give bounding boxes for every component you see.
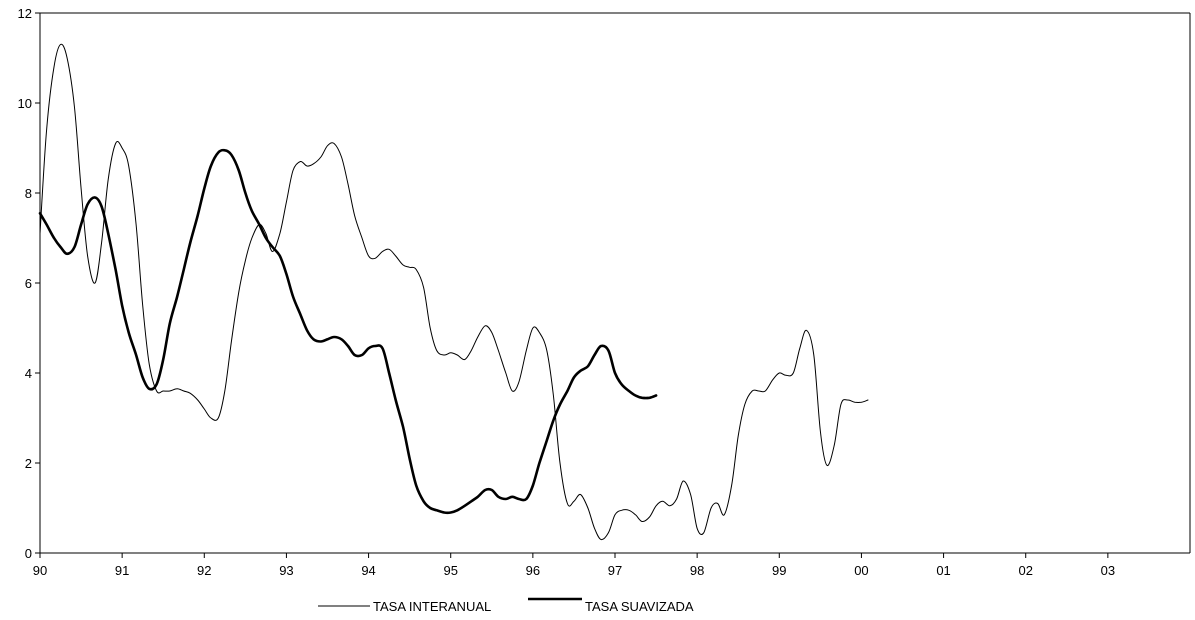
x-tick-label: 91 bbox=[115, 563, 129, 578]
legend-label-tasa-interanual: TASA INTERANUAL bbox=[373, 599, 491, 614]
x-tick-label: 92 bbox=[197, 563, 211, 578]
y-tick-label: 4 bbox=[25, 366, 32, 381]
y-tick-label: 12 bbox=[18, 6, 32, 21]
x-tick-label: 01 bbox=[936, 563, 950, 578]
x-tick-label: 94 bbox=[361, 563, 375, 578]
x-tick-label: 97 bbox=[608, 563, 622, 578]
x-tick-label: 96 bbox=[526, 563, 540, 578]
y-tick-label: 8 bbox=[25, 186, 32, 201]
x-tick-label: 99 bbox=[772, 563, 786, 578]
plot-frame bbox=[39, 12, 1191, 554]
y-tick-label: 6 bbox=[25, 276, 32, 291]
y-tick-label: 0 bbox=[25, 546, 32, 561]
y-tick-label: 2 bbox=[25, 456, 32, 471]
x-axis-ticks: 90 91 92 93 94 95 96 97 98 99 00 01 02 03 bbox=[33, 553, 1115, 578]
x-tick-label: 93 bbox=[279, 563, 293, 578]
series-line-tasa-suavizada bbox=[38, 148, 658, 515]
legend-item-tasa-suavizada: TASA SUAVIZADA bbox=[528, 597, 694, 614]
x-tick-label: 00 bbox=[854, 563, 868, 578]
y-tick-label: 10 bbox=[18, 96, 32, 111]
legend-item-tasa-interanual: TASA INTERANUAL bbox=[318, 599, 491, 614]
y-axis-ticks: 0 2 4 6 8 10 12 bbox=[18, 6, 40, 561]
x-tick-label: 90 bbox=[33, 563, 47, 578]
series-line-tasa-interanual bbox=[39, 43, 869, 541]
legend-label-tasa-suavizada: TASA SUAVIZADA bbox=[585, 599, 694, 614]
x-tick-label: 98 bbox=[690, 563, 704, 578]
legend: TASA INTERANUAL TASA SUAVIZADA bbox=[318, 597, 694, 614]
x-tick-label: 95 bbox=[443, 563, 457, 578]
x-tick-label: 03 bbox=[1101, 563, 1115, 578]
series-layer bbox=[38, 43, 869, 541]
x-tick-label: 02 bbox=[1018, 563, 1032, 578]
